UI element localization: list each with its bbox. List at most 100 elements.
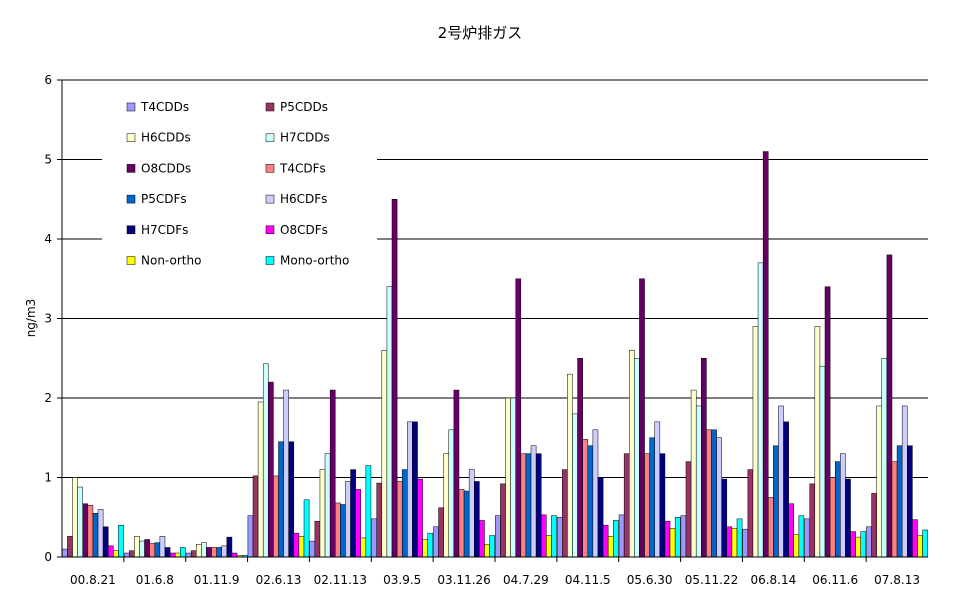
bar [706,429,712,558]
bar [664,520,671,558]
bar [659,453,666,558]
bar [721,478,728,558]
legend-label: T4CDFs [279,161,326,175]
bar [912,519,918,558]
bar [495,515,501,558]
y-tick-label: 3 [44,312,52,326]
bar [169,552,176,558]
bar [572,413,578,558]
bar [597,477,604,558]
bar [268,381,274,558]
bar [922,529,928,558]
bar [107,545,114,558]
y-tick-labels: 0 1 2 3 4 5 6 [44,73,52,564]
bar [129,550,135,558]
x-tick-label: 06.11.6 [812,573,858,587]
x-tick-label: 03.9.5 [383,573,421,587]
bar [850,531,856,558]
bar [247,515,254,558]
bar [628,350,635,558]
bar [102,526,109,558]
bar [618,514,625,558]
bar [154,542,161,558]
bar [340,504,346,558]
bar [695,405,702,558]
legend-swatch [265,256,275,265]
bar [535,453,542,558]
bar [371,518,377,558]
bar [257,401,264,558]
bar [500,483,506,558]
bar [262,363,269,558]
bar [726,526,733,558]
bar [510,397,516,558]
bar [757,262,764,558]
bar [562,469,568,558]
bar [149,543,156,558]
bar [303,499,310,558]
y-tick-label: 1 [44,471,52,485]
legend-label: O8CDDs [141,161,191,175]
bar [680,515,687,558]
bar [736,518,743,558]
bar [701,358,707,558]
bar [556,517,563,558]
bar [386,286,393,558]
bar [520,453,527,558]
bar [881,358,888,558]
legend-swatch [126,225,136,235]
bar [164,547,171,558]
bar [288,441,295,558]
y-tick-label: 4 [44,232,52,246]
legend-swatch [126,164,136,173]
bar [201,542,207,558]
bar [644,453,650,558]
gridlines [57,79,928,558]
bar [669,528,676,558]
bar [293,532,300,558]
bar [139,540,145,558]
bar [711,429,717,558]
legend-swatch [265,133,275,142]
bar [866,526,872,558]
bar [97,509,104,558]
bar [525,453,532,558]
bar [783,421,789,558]
x-tick-labels: 00.8.21 01.6.8 01.11.9 02.6.13 02.11.13 03.9.… [70,573,920,587]
bar [174,552,181,558]
bar [180,547,186,558]
bar [427,532,434,558]
bar [747,469,754,558]
bar [159,536,166,558]
y-tick-label: 6 [44,73,52,87]
bar [685,461,692,558]
bar [860,531,867,558]
bar [768,497,774,558]
legend-label: P5CDFs [141,192,187,206]
bar [144,539,150,558]
bar [355,489,362,558]
bar [195,544,202,558]
bar [412,421,418,558]
legend-swatch [126,102,136,112]
bar [602,524,609,558]
x-tick-label: 07.8.13 [874,573,920,587]
legend-swatch [265,164,275,173]
y-tick-label: 2 [44,391,52,405]
bar [798,515,805,558]
bar [731,528,738,558]
bar [468,469,475,558]
legend-swatch [265,102,275,112]
bar [840,453,846,558]
bar [917,535,923,558]
x-tick-label: 03.11.26 [437,573,490,587]
bar [577,358,583,558]
bar [788,503,795,558]
bar [314,520,321,558]
x-tick-label: 02.6.13 [256,573,302,587]
bar [505,397,511,558]
bar [639,278,645,558]
bar [463,490,470,558]
bar [716,437,722,558]
